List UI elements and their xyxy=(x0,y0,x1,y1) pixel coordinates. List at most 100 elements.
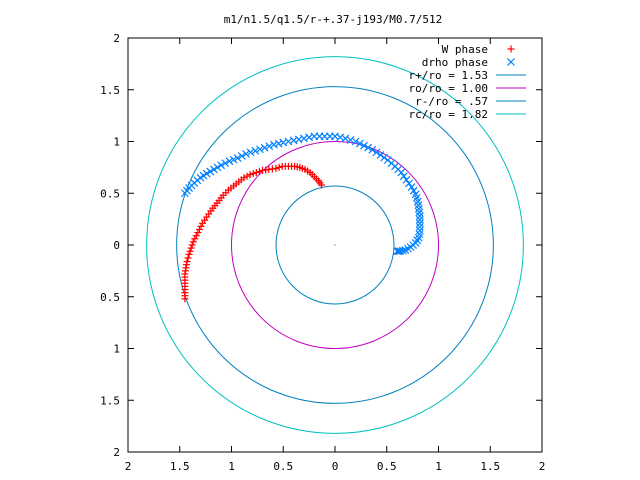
drho-phase-point xyxy=(274,139,283,148)
drho-phase-point xyxy=(372,148,381,157)
origin-point xyxy=(334,244,336,246)
y-tick-label: 1.5 xyxy=(100,84,120,97)
y-tick-label: 0 xyxy=(113,239,120,252)
x-tick-label: 2 xyxy=(539,460,546,473)
x-tick-label: 1.5 xyxy=(480,460,500,473)
x-tick-label: 0.5 xyxy=(377,460,397,473)
legend-entry: ro/ro = 1.00 xyxy=(409,82,526,95)
legend-entry: drho phase xyxy=(422,56,515,69)
drho-phase-point xyxy=(341,134,350,143)
w-phase-point xyxy=(195,225,203,233)
drho-phase-point xyxy=(368,145,377,154)
drho-phase-point xyxy=(394,247,403,256)
y-tick-label: 1 xyxy=(113,136,120,149)
legend-marker xyxy=(507,58,515,66)
drho-phase-point xyxy=(397,168,406,177)
circle-rc-curve xyxy=(146,56,524,434)
drho-phase-point xyxy=(251,146,260,155)
drho-phase-point xyxy=(270,140,278,149)
legend-label: drho phase xyxy=(422,56,488,69)
axis-ticks: 2 1.5 1 0.5 0 0.5 1 1.5 221.510.500.511.52 xyxy=(100,32,545,473)
chart-title: m1/n1.5/q1.5/r-+.37-j193/M0.7/512 xyxy=(224,13,443,26)
drho-phase-point xyxy=(380,153,389,162)
w-phase-point xyxy=(184,254,192,262)
legend-label: ro/ro = 1.00 xyxy=(409,82,488,95)
drho-phase-point xyxy=(415,219,424,228)
drho-phase-point xyxy=(409,186,418,195)
legend-label: rc/ro = 1.82 xyxy=(409,108,488,121)
w-phase-point xyxy=(191,235,199,243)
legend-entry: rc/ro = 1.82 xyxy=(409,108,526,121)
drho-phase-point xyxy=(415,212,424,220)
drho-phase-point xyxy=(346,136,355,144)
w-phase-point xyxy=(246,171,254,179)
w-phase-point xyxy=(252,169,260,177)
w-phase-point xyxy=(187,244,195,252)
y-tick-label: 1.5 xyxy=(100,394,120,407)
w-phase-point xyxy=(259,166,267,174)
w-phase-point xyxy=(185,250,193,258)
drho-phase-point xyxy=(242,149,250,158)
drho-phase-point xyxy=(221,159,230,168)
w-phase-point xyxy=(192,232,200,240)
x-tick-label: 1.5 xyxy=(170,460,190,473)
circle-r--curve xyxy=(275,185,395,305)
drho-phase-point xyxy=(217,161,226,170)
y-tick-label: 0.5 xyxy=(100,187,120,200)
drho-phase-point xyxy=(265,142,274,151)
x-tick-label: 0 xyxy=(332,460,339,473)
legend-label: W phase xyxy=(442,43,488,56)
w-phase-point xyxy=(243,172,251,180)
w-phase-point xyxy=(189,238,197,246)
drho-phase-point xyxy=(360,141,368,150)
legend-entry: r-/ro = .57 xyxy=(415,95,526,108)
x-tick-label: 2 xyxy=(125,460,132,473)
y-tick-label: 2 xyxy=(113,446,120,459)
w-phase-point xyxy=(194,229,202,237)
drho-phase-point xyxy=(355,139,364,148)
x-tick-label: 1 xyxy=(435,460,442,473)
drho-phase-point xyxy=(237,152,246,160)
x-tick-label: 0.5 xyxy=(273,460,293,473)
drho-phase-point xyxy=(399,172,408,181)
plot-area xyxy=(146,56,524,434)
w-phase-point xyxy=(181,295,189,303)
legend-entry: r+/ro = 1.53 xyxy=(409,69,526,82)
w-phase-point xyxy=(278,162,286,170)
w-phase-point xyxy=(255,168,263,176)
legend-label: r-/ro = .57 xyxy=(415,95,488,108)
drho-phase-point xyxy=(415,215,424,224)
legend-entry: W phase xyxy=(442,43,515,56)
drho-phase-point xyxy=(229,155,238,164)
w-phase-point xyxy=(197,222,205,230)
legend-label: r+/ro = 1.53 xyxy=(409,69,488,82)
drho-phase-point xyxy=(246,148,255,157)
drho-phase-point xyxy=(393,247,402,256)
y-tick-label: 2 xyxy=(113,32,120,45)
drho-phase-point xyxy=(213,163,222,172)
drho-phase-point xyxy=(402,175,411,184)
y-tick-label: 1 xyxy=(113,343,120,356)
drho-phase-point xyxy=(351,137,360,146)
drho-phase-point xyxy=(206,167,215,176)
drho-phase-point xyxy=(256,145,264,154)
drho-phase-point xyxy=(415,222,424,231)
x-tick-label: 1 xyxy=(228,460,235,473)
drho-phase-point xyxy=(225,157,234,166)
w-phase-point xyxy=(275,163,283,171)
legend-marker xyxy=(507,45,515,53)
drho-phase-point xyxy=(405,179,413,188)
drho-phase-point xyxy=(376,151,385,159)
w-phase-point xyxy=(199,219,207,227)
drho-phase-point xyxy=(407,183,416,191)
drho-phase-point xyxy=(209,165,218,174)
drho-phase-point xyxy=(233,154,242,162)
w-phase-point xyxy=(249,170,257,178)
w-phase-point xyxy=(188,241,196,249)
drho-phase-point xyxy=(364,143,373,152)
circle-ro-curve xyxy=(231,141,439,349)
circle-r+-curve xyxy=(176,86,494,404)
drho-phase-point xyxy=(260,143,269,152)
